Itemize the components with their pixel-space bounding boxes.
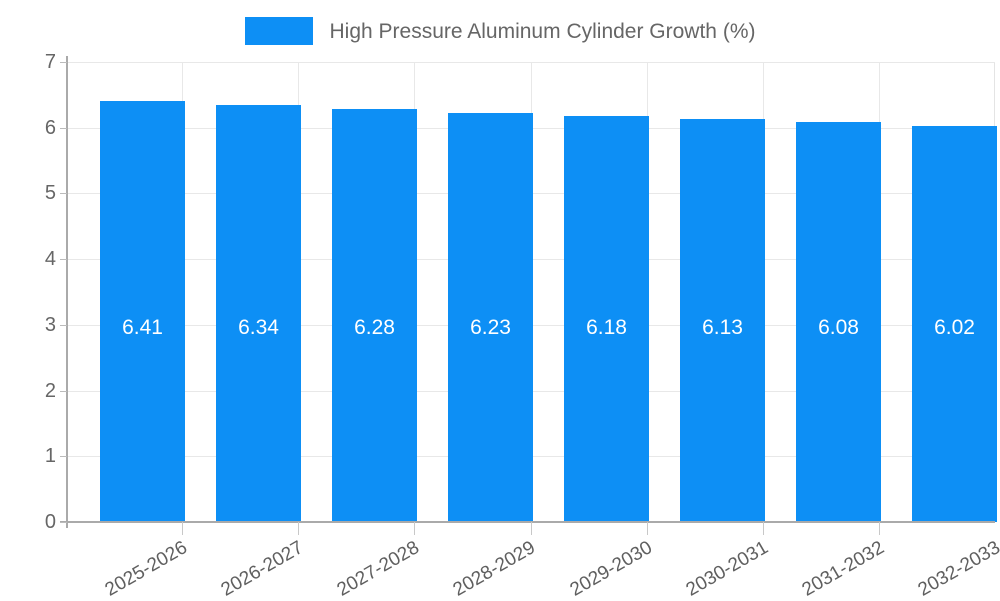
- y-tick-label: 3: [44, 314, 56, 336]
- bar[interactable]: [100, 101, 185, 522]
- gridline-horizontal: [66, 62, 995, 63]
- bar[interactable]: [216, 105, 301, 522]
- y-tick-label: 5: [44, 182, 56, 204]
- x-tick-mark: [298, 522, 299, 535]
- x-tick-mark: [414, 522, 415, 535]
- bar[interactable]: [448, 113, 533, 522]
- plot-area: 6.41 6.34 6.28 6.23 6.18 6.13 6.08 6.02: [66, 62, 997, 523]
- x-tick-mark: [531, 522, 532, 535]
- x-tick-label: 2028-2029: [449, 537, 539, 601]
- y-tick-label: 1: [44, 445, 56, 467]
- y-tick-mark: [60, 522, 67, 523]
- x-tick-mark: [182, 522, 183, 535]
- y-tick-label: 7: [44, 51, 56, 73]
- y-axis-line: [66, 56, 68, 528]
- y-tick-mark: [60, 325, 67, 326]
- bar[interactable]: [332, 109, 417, 522]
- bar[interactable]: [912, 126, 997, 522]
- legend-item[interactable]: High Pressure Aluminum Cylinder Growth (…: [244, 17, 756, 45]
- chart-legend: High Pressure Aluminum Cylinder Growth (…: [0, 10, 1000, 52]
- legend-label: High Pressure Aluminum Cylinder Growth (…: [329, 19, 756, 43]
- y-tick-mark: [60, 62, 67, 63]
- bar-value-label: 6.34: [238, 316, 279, 339]
- bar-value-label: 6.41: [122, 316, 163, 339]
- bar-value-label: 6.23: [470, 316, 511, 339]
- bar-value-label: 6.18: [586, 316, 627, 339]
- x-tick-label: 2030-2031: [682, 537, 772, 601]
- bar[interactable]: [680, 119, 765, 522]
- bar-value-label: 6.28: [354, 316, 395, 339]
- bar-value-label: 6.13: [702, 316, 743, 339]
- bar-value-label: 6.02: [934, 316, 975, 339]
- bar[interactable]: [796, 122, 881, 522]
- x-tick-label: 2031-2032: [798, 537, 888, 601]
- bar[interactable]: [564, 116, 649, 522]
- legend-color-swatch: [244, 17, 313, 45]
- x-tick-mark: [763, 522, 764, 535]
- y-tick-mark: [60, 391, 67, 392]
- x-tick-label: 2026-2027: [217, 537, 307, 601]
- y-tick-mark: [60, 456, 67, 457]
- y-tick-mark: [60, 193, 67, 194]
- y-tick-label: 0: [44, 511, 56, 533]
- x-tick-label: 2025-2026: [101, 537, 191, 601]
- y-tick-mark: [60, 259, 67, 260]
- y-tick-label: 2: [44, 380, 56, 402]
- bar-value-label: 6.08: [818, 316, 859, 339]
- x-tick-mark: [879, 522, 880, 535]
- x-tick-label: 2032-2033: [914, 537, 1000, 601]
- y-tick-label: 6: [44, 117, 56, 139]
- x-tick-label: 2027-2028: [333, 537, 423, 601]
- y-tick-label: 4: [44, 248, 56, 270]
- x-tick-mark: [647, 522, 648, 535]
- x-tick-label: 2029-2030: [566, 537, 656, 601]
- x-axis-line: [60, 521, 995, 523]
- y-tick-mark: [60, 128, 67, 129]
